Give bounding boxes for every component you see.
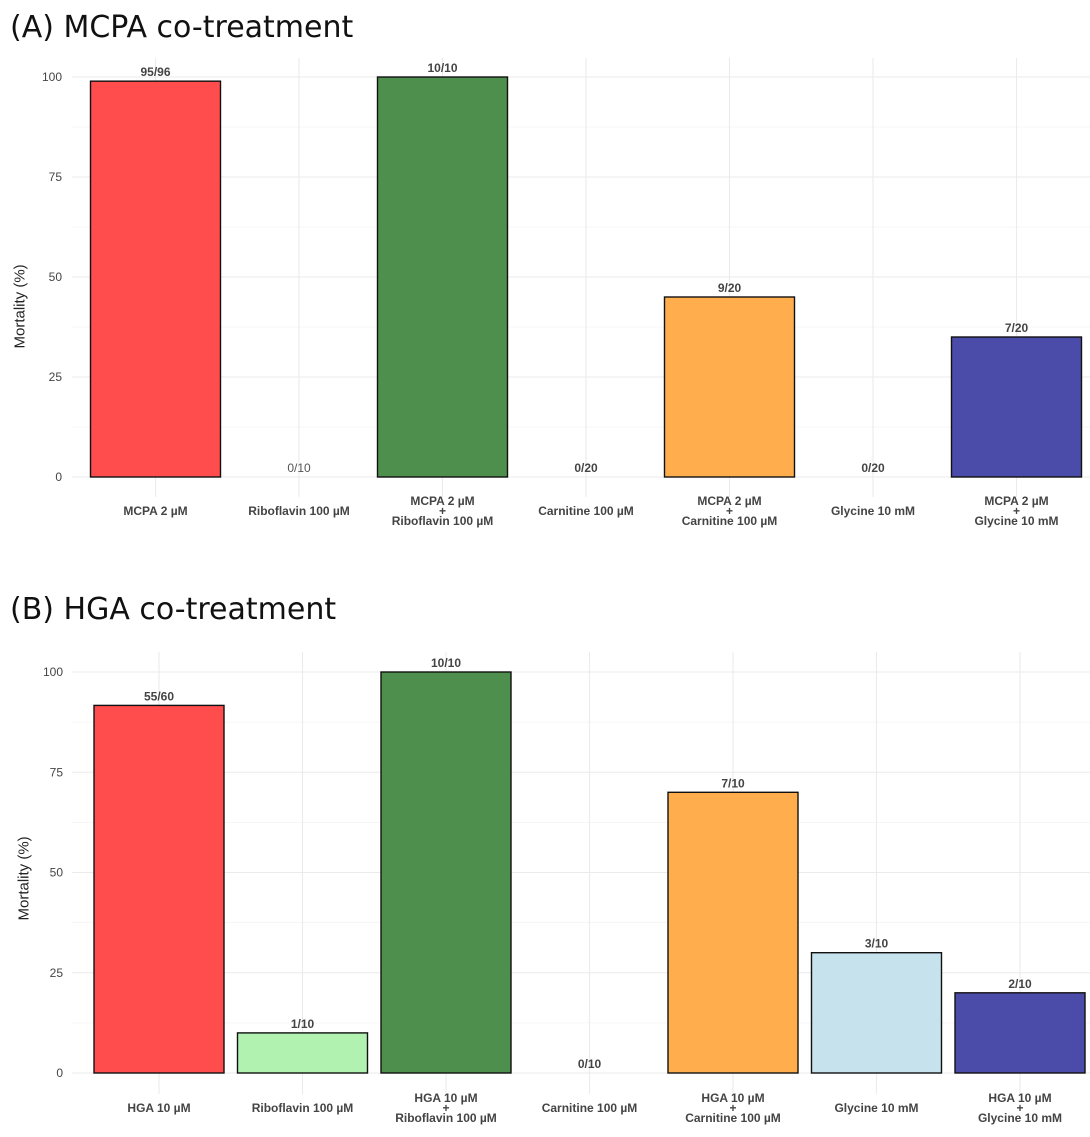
panel-a-x-tick-label: Carnitine 100 µM [538, 504, 634, 518]
panel-a-x-tick-label: Glycine 10 mM [974, 514, 1058, 528]
panel-b-bar [236, 1032, 369, 1074]
panel-a-x-tick-label: + [726, 504, 733, 518]
panel-a-x-tick-label: Glycine 10 mM [831, 504, 915, 518]
panel-b-bar [954, 992, 1086, 1074]
panel-b-data-label: 1/10 [291, 1017, 315, 1031]
panel-b-data-label: 10/10 [431, 656, 461, 670]
panel-b-y-tick-label: 75 [50, 765, 64, 779]
panel-a-x-tick-label: + [439, 504, 446, 518]
panel-b-bar-chart: 0 25 50 75 100 55/60 1/10 10/10 0/10 7/10 3/10 2/10… [43, 652, 1090, 1125]
panel-b-x-tick-label: + [1016, 1101, 1023, 1115]
panel-a-title: (A) MCPA co-treatment [10, 10, 354, 45]
panel-b-x-tick-label: HGA 10 µM [414, 1091, 477, 1105]
panel-a-y-tick-label: 50 [49, 270, 63, 284]
panel-a-y-tick-label: 0 [55, 470, 62, 484]
panel-b-bar [810, 952, 943, 1074]
panel-a-data-label: 10/10 [427, 61, 457, 75]
panel-a-bar [89, 80, 222, 478]
panel-b-bar [667, 791, 799, 1074]
panel-a-x-tick-label: + [1013, 504, 1020, 518]
panel-b-x-tick-label: HGA 10 µM [127, 1101, 190, 1115]
panel-a-y-tick-label: 75 [49, 170, 63, 184]
panel-a-y-tick-label: 25 [49, 370, 63, 384]
panel-b-y-tick-labels: 0 25 50 75 100 [43, 665, 63, 1080]
panel-b-y-tick-label: 100 [43, 665, 63, 679]
panel-b-data-label: 3/10 [865, 937, 889, 951]
panel-b-x-tick-label: HGA 10 µM [988, 1091, 1051, 1105]
panel-a-bar [950, 336, 1083, 478]
panel-b-x-tick-label: Carnitine 100 µM [542, 1101, 638, 1115]
panel-a-bar [663, 296, 796, 478]
panel-a-x-tick-label: MCPA 2 µM [410, 494, 474, 508]
panel-b-x-tick-label: Glycine 10 mM [834, 1101, 918, 1115]
panel-b-bar [93, 704, 225, 1074]
panel-b-data-labels: 55/60 1/10 10/10 0/10 7/10 3/10 2/10 [144, 656, 1032, 1071]
panel-b-title: (B) HGA co-treatment [10, 592, 337, 627]
panel-a-bar-chart: 0 25 50 75 100 95/96 0/10 10/10 0/20 9/20 0/20 7/20… [42, 58, 1090, 528]
panel-a-data-label: 9/20 [718, 281, 742, 295]
panel-a-data-label: 0/20 [861, 461, 885, 475]
panel-a-gridlines [72, 58, 1090, 497]
panel-b-data-label: 55/60 [144, 689, 174, 703]
panel-b-x-tick-label: HGA 10 µM [701, 1091, 764, 1105]
panel-b-x-tick-label: + [442, 1101, 449, 1115]
panel-b-data-label: 2/10 [1008, 977, 1032, 991]
panel-b-y-tick-label: 50 [50, 866, 64, 880]
panel-b-bars [93, 671, 1086, 1074]
panel-a-x-tick-label: Riboflavin 100 µM [392, 514, 494, 528]
panel-b-data-label: 0/10 [578, 1057, 602, 1071]
panel-b-x-tick-label: Glycine 10 mM [978, 1111, 1062, 1125]
panel-a-x-tick-label: MCPA 2 µM [697, 494, 761, 508]
panel-a-data-label: 7/20 [1005, 321, 1029, 335]
panel-a-data-label: 95/96 [140, 65, 170, 79]
panel-b-y-tick-label: 0 [56, 1066, 63, 1080]
panel-a-data-label: 0/20 [574, 461, 598, 475]
panel-a-x-tick-label: Riboflavin 100 µM [248, 504, 350, 518]
panel-a-data-labels: 95/96 0/10 10/10 0/20 9/20 0/20 7/20 [140, 61, 1028, 475]
panel-a-bars [89, 76, 1083, 478]
panel-b-x-tick-label: Riboflavin 100 µM [252, 1101, 354, 1115]
panel-a-y-tick-labels: 0 25 50 75 100 [42, 70, 62, 484]
panel-b-y-tick-label: 25 [50, 966, 64, 980]
panel-b-x-tick-label: Carnitine 100 µM [685, 1111, 781, 1125]
panel-a-bar [376, 76, 509, 478]
panel-a-y-tick-label: 100 [42, 70, 62, 84]
panel-b-x-tick-label: Riboflavin 100 µM [395, 1111, 497, 1125]
panel-b-bar [380, 671, 512, 1074]
panel-b-data-label: 7/10 [721, 776, 745, 790]
panel-b-x-tick-label: + [729, 1101, 736, 1115]
panel-a-x-tick-label: MCPA 2 µM [123, 504, 187, 518]
panel-a-x-tick-label: MCPA 2 µM [984, 494, 1048, 508]
panel-a-x-tick-label: Carnitine 100 µM [682, 514, 778, 528]
panel-a-data-label: 0/10 [287, 461, 311, 475]
